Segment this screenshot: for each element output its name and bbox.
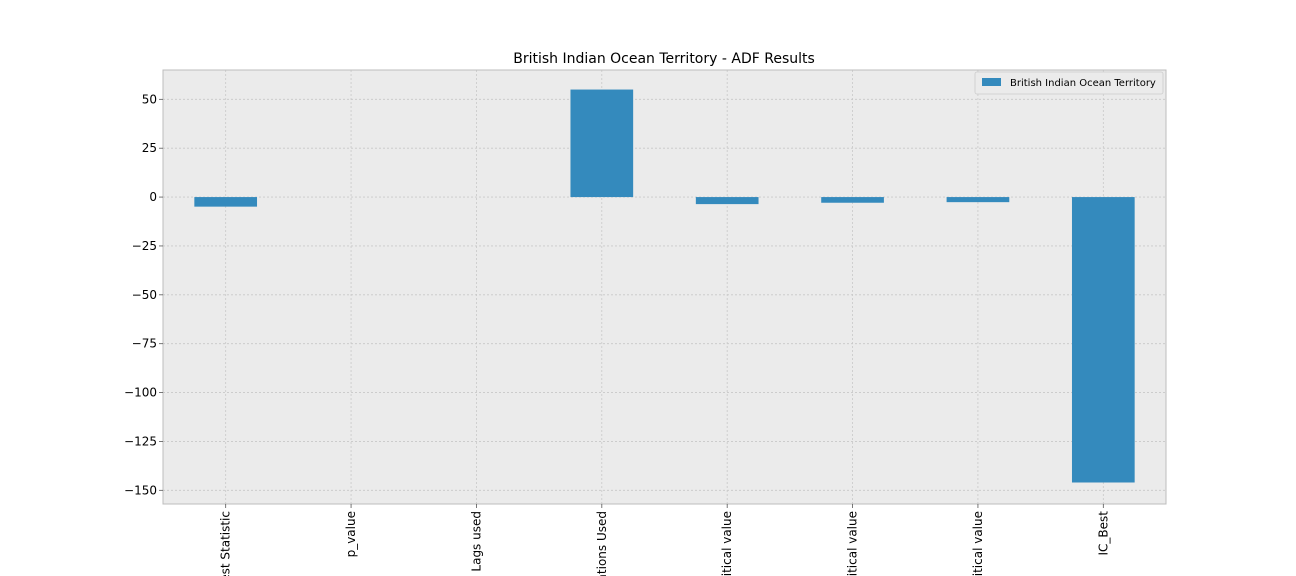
grid-lines (163, 70, 1166, 504)
legend-label: British Indian Ocean Territory (1010, 78, 1156, 89)
y-tick-label: −50 (132, 288, 157, 302)
x-tick-label: ritical value (846, 511, 860, 576)
bar-ic-best (1071, 197, 1135, 483)
legend-swatch (982, 78, 1001, 86)
x-axis: est Statistic p_value Lags used ations Used… (219, 504, 1110, 576)
bar-10-critical-value (946, 197, 1010, 203)
bar-1-critical-value (695, 197, 759, 205)
y-tick-label: −150 (124, 483, 157, 497)
y-tick-label: 50 (142, 92, 157, 106)
x-tick-label: p_value (344, 511, 358, 557)
y-tick-label: −100 (124, 386, 157, 400)
bar-test-statistic (194, 197, 258, 207)
y-tick-label: −125 (124, 434, 157, 448)
bar-series (194, 89, 1135, 483)
legend-box (974, 71, 1164, 95)
x-tick-label: Lags used (469, 511, 483, 572)
y-tick-label: −75 (132, 337, 157, 351)
plot-frame (162, 69, 1167, 505)
y-axis: 50 25 0 −25 −50 −75 −100 −125 −150 (124, 92, 163, 497)
bar-5-critical-value (821, 197, 884, 203)
plot-area (163, 70, 1166, 504)
y-tick-label: 25 (142, 141, 157, 155)
x-tick-label: ritical value (971, 511, 985, 576)
x-tick-label: ritical value (720, 511, 734, 576)
x-tick-label: est Statistic (219, 511, 233, 576)
y-tick-label: 0 (149, 190, 157, 204)
y-tick-label: −25 (132, 239, 157, 253)
x-tick-label: ations Used (595, 511, 609, 576)
chart-title: British Indian Ocean Territory - ADF Res… (513, 51, 815, 67)
legend: British Indian Ocean Territory (974, 71, 1164, 95)
x-tick-label: IC_Best (1096, 511, 1110, 556)
bar-observations-used (570, 89, 634, 198)
